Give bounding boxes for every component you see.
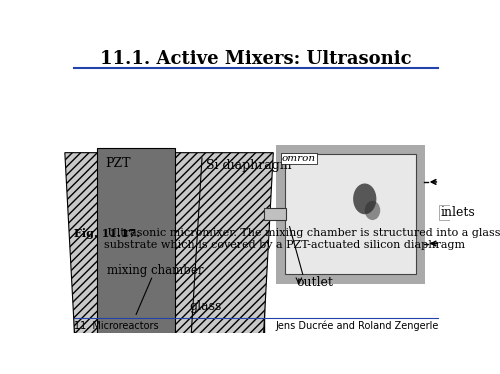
Text: 11.1. Active Mixers: Ultrasonic: 11.1. Active Mixers: Ultrasonic xyxy=(100,50,412,68)
Text: inlets: inlets xyxy=(440,206,476,219)
Ellipse shape xyxy=(365,201,380,220)
Bar xyxy=(264,208,285,220)
Polygon shape xyxy=(65,153,274,355)
Text: Ultrasonic micromixer. The mixing chamber is structured into a glass
substrate w: Ultrasonic micromixer. The mixing chambe… xyxy=(104,228,500,250)
Text: 11. Microreactors: 11. Microreactors xyxy=(74,321,159,331)
Text: mixing chamber: mixing chamber xyxy=(107,264,204,278)
Bar xyxy=(74,283,264,341)
Text: glass: glass xyxy=(190,300,222,313)
Text: PZT: PZT xyxy=(105,157,130,170)
Text: Fig. 11.17.: Fig. 11.17. xyxy=(74,228,140,239)
Bar xyxy=(98,148,175,360)
Text: omron: omron xyxy=(282,154,316,163)
Bar xyxy=(76,341,262,355)
Bar xyxy=(285,154,416,275)
Text: outlet: outlet xyxy=(296,276,333,289)
Text: Si diaphragm: Si diaphragm xyxy=(206,159,292,172)
Text: Jens Ducrée and Roland Zengerle: Jens Ducrée and Roland Zengerle xyxy=(275,321,438,331)
Ellipse shape xyxy=(353,184,376,214)
Bar xyxy=(276,145,425,283)
Bar xyxy=(439,205,474,220)
